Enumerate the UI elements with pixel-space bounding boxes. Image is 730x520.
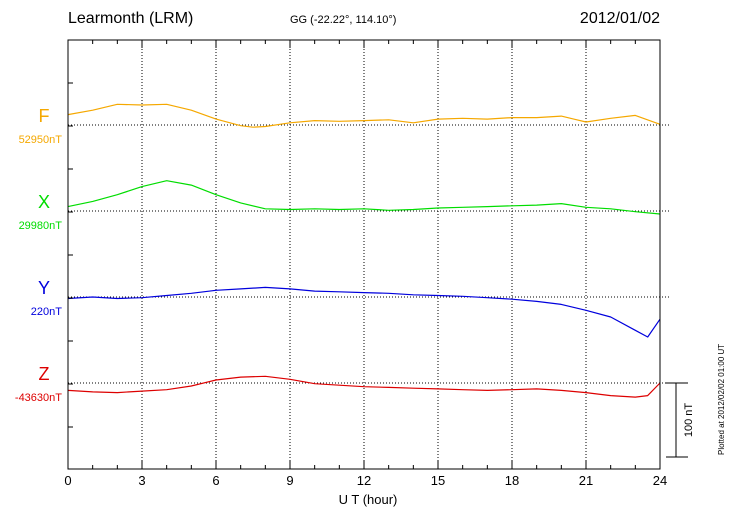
series-baseline-label: -43630nT: [15, 392, 62, 404]
x-tick-label: 3: [138, 473, 145, 488]
series-line-y: [67, 286, 661, 338]
x-tick-label: 12: [357, 473, 371, 488]
labels-layer: F 52950nT X 29980nT Y 220nT Z -43630nT 100 nT: [15, 106, 695, 437]
series-name-f: F: [39, 106, 50, 126]
series-layer: [67, 103, 661, 398]
x-tick-label: 24: [653, 473, 667, 488]
series-name-x: X: [38, 192, 50, 212]
x-tick-label: 21: [579, 473, 593, 488]
series-line-x: [67, 180, 661, 215]
series-line-f: [67, 103, 661, 128]
series-name-z: Z: [39, 364, 50, 384]
coordinates-label: GG (-22.22°, 114.10°): [290, 14, 397, 26]
series-name-y: Y: [38, 278, 50, 298]
plot-frame: [67, 39, 661, 470]
series-line-z: [67, 375, 661, 398]
axes: 0 3 6 9 12 15 18 21 24: [64, 39, 688, 488]
x-tick-label: 15: [431, 473, 445, 488]
plot-credit: Plotted at 2012/02/02 01:00 UT: [717, 343, 726, 455]
date-label: 2012/01/02: [579, 10, 660, 27]
x-tick-label: 6: [212, 473, 219, 488]
x-tick-label: 0: [64, 473, 71, 488]
x-tick-label: 9: [286, 473, 293, 488]
series-baseline-label: 52950nT: [19, 134, 63, 146]
series-baseline-label: 220nT: [31, 306, 62, 318]
series-baseline-label: 29980nT: [19, 220, 63, 232]
x-tick-label: 18: [505, 473, 519, 488]
grid: [68, 40, 670, 469]
scale-bar-label: 100 nT: [683, 403, 695, 438]
station-title: Learmonth (LRM): [68, 10, 194, 27]
x-axis-label: U T (hour): [339, 492, 398, 507]
